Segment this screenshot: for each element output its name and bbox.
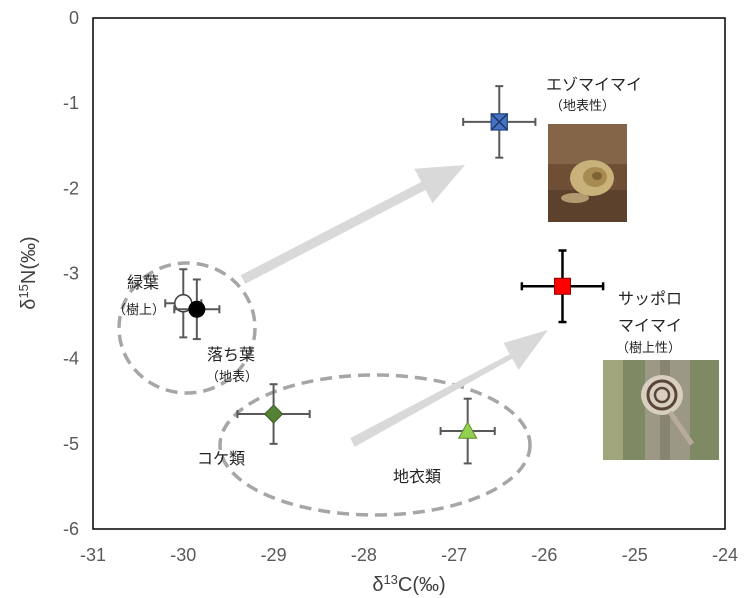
diamond-marker	[263, 404, 284, 424]
arrow-leaf-to-ezo	[240, 165, 465, 284]
x-tick-label: -28	[351, 545, 377, 565]
x-tick-label: -25	[622, 545, 648, 565]
lichen-label: 地衣類	[393, 467, 441, 486]
sapporo-label-1: サッポロ	[618, 289, 682, 308]
data-point	[462, 85, 537, 159]
fallen-leaf-label: 落ち葉	[207, 345, 255, 364]
y-tick-label: -4	[63, 349, 79, 369]
data-point	[236, 383, 311, 445]
plot-area	[92, 17, 726, 530]
filled-circle-marker	[188, 300, 206, 318]
square-x-cross	[490, 113, 508, 131]
y-tick-label: -1	[63, 93, 79, 113]
data-point	[439, 397, 496, 465]
data-point	[520, 249, 605, 324]
sapporo-sublabel: （樹上性）	[616, 341, 681, 356]
leaf-group-ellipse	[117, 261, 257, 395]
y-tick-label: -5	[63, 434, 79, 454]
x-tick-label: -27	[441, 545, 467, 565]
fallen-leaf-sublabel: （地表）	[206, 370, 258, 385]
sapporo-label-2: マイマイ	[618, 316, 682, 335]
moss-lichen-group-ellipse	[218, 373, 532, 517]
x-tick-label: -31	[80, 545, 106, 565]
y-tick-label: -3	[63, 264, 79, 284]
data-point	[173, 278, 221, 341]
x-tick-label: -24	[712, 545, 738, 565]
green-leaf-sublabel: （樹上）	[113, 303, 165, 318]
y-tick-labels: 0 -1 -2 -3 -4 -5 -6	[63, 8, 79, 539]
x-tick-label: -30	[170, 545, 196, 565]
data-points	[164, 85, 605, 465]
x-axis-title: δ13C(‰)	[372, 572, 445, 596]
arrow-lichen-to-sapporo	[350, 330, 548, 447]
y-tick-label: -2	[63, 178, 79, 198]
x-tick-label: -26	[531, 545, 557, 565]
green-leaf-label: 緑葉	[127, 273, 159, 292]
y-axis-title: δ15N(‰)	[16, 236, 40, 309]
y-tick-label: 0	[69, 8, 79, 28]
square-marker	[553, 277, 571, 295]
ezo-label: エゾマイマイ	[546, 75, 642, 94]
x-tick-label: -29	[261, 545, 287, 565]
ezo-snail-photo	[548, 124, 627, 222]
triangle-marker	[457, 421, 478, 439]
sapporo-snail-photo	[603, 360, 719, 460]
y-tick-label: -6	[63, 519, 79, 539]
moss-label: コケ類	[197, 449, 245, 468]
x-tick-labels: -31 -30 -29 -28 -27 -26 -25 -24	[80, 545, 738, 565]
ezo-sublabel: （地表性）	[550, 99, 615, 114]
